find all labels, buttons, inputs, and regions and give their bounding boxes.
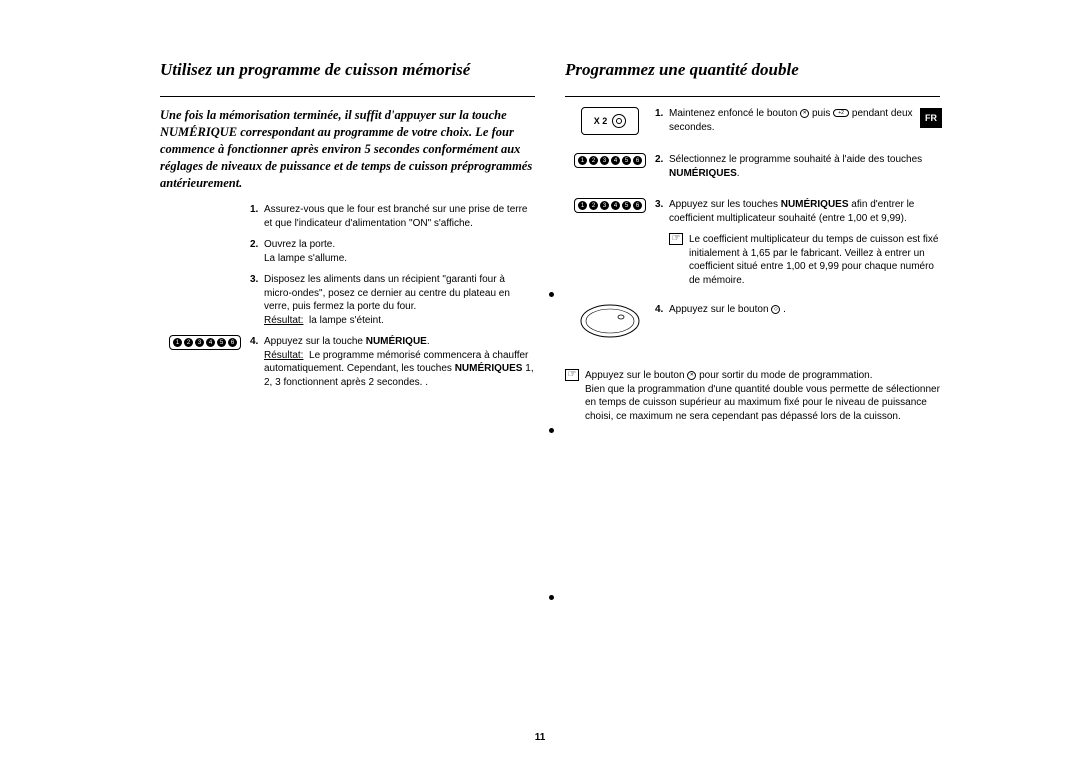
step-text: Appuyez sur la touche NUMÉRIQUE. Résulta… bbox=[264, 335, 535, 389]
step-text: Maintenez enfoncé le bouton ✕ puis +2 pe… bbox=[669, 107, 940, 134]
step-text: Disposez les aliments dans un récipient … bbox=[264, 273, 535, 327]
numpad-icon: 123456 bbox=[169, 335, 241, 350]
step-4: 123456 4. Appuyez sur la touche NUMÉRIQU… bbox=[160, 335, 535, 389]
step-r2: 123456 2. Sélectionnez le programme souh… bbox=[565, 153, 940, 180]
numpad-icon: 123456 bbox=[574, 153, 646, 168]
step-text: Ouvrez la porte. La lampe s'allume. bbox=[264, 238, 535, 265]
step-text: Sélectionnez le programme souhaité à l'a… bbox=[669, 153, 940, 180]
step-number: 4. bbox=[250, 335, 264, 349]
step-r1: X 2 1. Maintenez enfoncé le bouton ✕ pui… bbox=[565, 107, 940, 135]
step-number: 1. bbox=[250, 203, 264, 217]
margin-bullet bbox=[549, 428, 554, 433]
step-r4: 4. Appuyez sur le bouton ◇ . bbox=[565, 303, 940, 339]
section-title-left: Utilisez un programme de cuisson mémoris… bbox=[160, 60, 535, 84]
door-button-icon bbox=[579, 303, 641, 339]
stop-button-icon: ✕ bbox=[800, 109, 809, 118]
x2-icon: X 2 bbox=[581, 107, 639, 135]
step-text: Appuyez sur le bouton ◇ . bbox=[669, 303, 940, 317]
step-r3: 123456 3. Appuyez sur les touches NUMÉRI… bbox=[565, 198, 940, 225]
step-number: 1. bbox=[655, 107, 669, 121]
result-label: Résultat: bbox=[264, 350, 303, 361]
footnote-text: Appuyez sur le bouton ✕ pour sortir du m… bbox=[585, 369, 940, 423]
step-r3-note: ☞ Le coefficient multiplicateur du temps… bbox=[565, 233, 940, 295]
step-number: 2. bbox=[655, 153, 669, 167]
step-text: Appuyez sur les touches NUMÉRIQUES afin … bbox=[669, 198, 940, 225]
note-icon: ☞ bbox=[565, 369, 579, 381]
note-icon: ☞ bbox=[669, 233, 683, 245]
page-number: 11 bbox=[0, 732, 1080, 743]
result-label: Résultat: bbox=[264, 315, 303, 326]
intro-paragraph: Une fois la mémorisation terminée, il su… bbox=[160, 107, 535, 191]
step-number: 4. bbox=[655, 303, 669, 317]
oval-button-icon: +2 bbox=[833, 109, 849, 117]
left-column: Utilisez un programme de cuisson mémoris… bbox=[160, 60, 535, 423]
footnote: ☞ Appuyez sur le bouton ✕ pour sortir du… bbox=[565, 369, 940, 423]
right-column: Programmez une quantité double X 2 1. Ma… bbox=[565, 60, 940, 423]
start-button-icon: ◇ bbox=[771, 305, 780, 314]
stop-button-icon: ✕ bbox=[687, 371, 696, 380]
step-text: Assurez-vous que le four est branché sur… bbox=[264, 203, 535, 230]
step-1: 1. Assurez-vous que le four est branché … bbox=[160, 203, 535, 230]
step-2: 2. Ouvrez la porte. La lampe s'allume. bbox=[160, 238, 535, 265]
note-text: Le coefficient multiplicateur du temps d… bbox=[689, 233, 940, 287]
numpad-icon: 123456 bbox=[574, 198, 646, 213]
dial-icon bbox=[612, 114, 626, 128]
step-number: 3. bbox=[655, 198, 669, 212]
step-number: 3. bbox=[250, 273, 264, 287]
section-title-right: Programmez une quantité double bbox=[565, 60, 940, 84]
step-number: 2. bbox=[250, 238, 264, 252]
margin-bullet bbox=[549, 595, 554, 600]
step-3: 3. Disposez les aliments dans un récipie… bbox=[160, 273, 535, 327]
